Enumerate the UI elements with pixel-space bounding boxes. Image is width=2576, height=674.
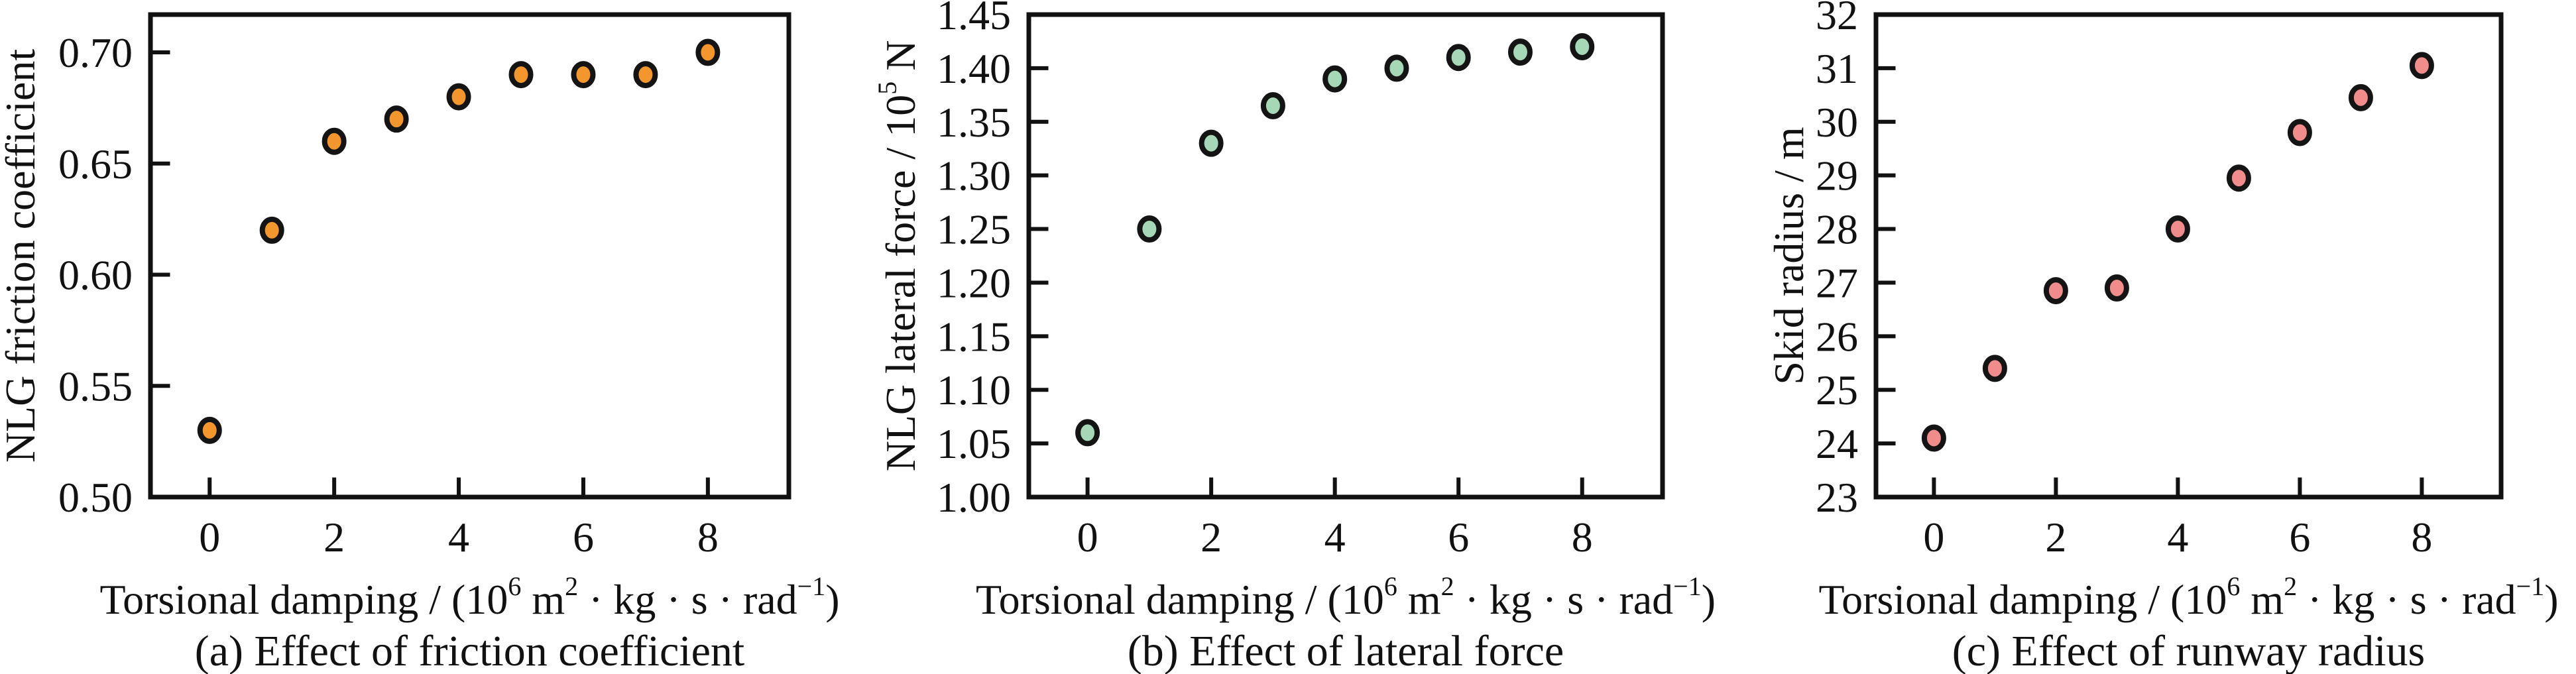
y-axis-label: Skid radius / m <box>1765 127 1812 384</box>
y-tick-label: 0.65 <box>58 140 133 188</box>
chart-friction-coefficient: 0.50 0.55 0.60 0.65 0.70 0 2 4 6 8 NLG friction co… <box>0 12 840 674</box>
data-point <box>446 83 471 111</box>
data-point <box>2043 277 2068 305</box>
x-tick-label: 6 <box>2289 514 2310 561</box>
plot-box <box>1026 12 1665 500</box>
y-axis-label: NLG lateral force / 105 N <box>872 40 924 472</box>
x-tick-label: 4 <box>448 514 469 561</box>
y-tick-label: 26 <box>1816 313 1858 360</box>
plot-box <box>148 12 791 500</box>
panel-caption: (c) Effect of runway radius <box>1952 627 2425 674</box>
data-point <box>1982 355 2007 382</box>
y-tick-label: 0.55 <box>58 363 133 410</box>
x-tick-label: 0 <box>1077 514 1098 561</box>
x-tick-label: 2 <box>1200 514 1222 561</box>
y-tick-label: 32 <box>1816 0 1858 38</box>
y-tick-label: 0.60 <box>58 252 133 299</box>
y-tick-label: 1.10 <box>937 366 1011 414</box>
data-point <box>2226 164 2251 192</box>
y-tick-label: 1.20 <box>937 259 1011 306</box>
data-point <box>2287 119 2312 146</box>
panel-caption: (a) Effect of friction coefficient <box>195 627 744 674</box>
y-tick-label: 25 <box>1816 366 1858 414</box>
x-tick-label: 4 <box>1324 514 1346 561</box>
y-tick-label: 0.50 <box>58 474 133 521</box>
data-point <box>1322 65 1348 93</box>
data-point <box>2165 215 2190 243</box>
panel-lateral-force: 1.00 1.05 1.10 1.15 1.20 1.25 1.30 1.35 1.40 1.45… <box>862 0 1724 674</box>
x-tick-label: 2 <box>323 514 345 561</box>
y-tick-label: 29 <box>1816 152 1858 199</box>
data-point <box>1570 33 1595 61</box>
x-axis-label: Torsional damping / (106 m2 · kg · s · r… <box>99 571 839 623</box>
data-point <box>508 61 534 89</box>
x-tick-label: 0 <box>1923 514 1944 561</box>
data-point <box>695 38 721 66</box>
data-point <box>2409 52 2434 80</box>
y-tick-label: 30 <box>1816 99 1858 146</box>
data-point <box>633 61 658 89</box>
data-point <box>571 61 596 89</box>
y-tick-label: 23 <box>1816 474 1858 521</box>
x-tick-label: 6 <box>573 514 594 561</box>
y-axis-label: NLG friction coefficient <box>0 49 44 463</box>
y-tick-label: 1.40 <box>937 45 1011 92</box>
data-point <box>1199 129 1224 157</box>
data-point <box>2348 84 2373 111</box>
y-tick-label: 27 <box>1816 259 1858 306</box>
data-point <box>322 127 347 155</box>
y-tick-label: 24 <box>1816 420 1858 467</box>
x-tick-label: 6 <box>1448 514 1469 561</box>
y-tick-label: 1.05 <box>937 420 1011 467</box>
chart-lateral-force: 1.00 1.05 1.10 1.15 1.20 1.25 1.30 1.35 1.40 1.45… <box>872 0 1716 674</box>
data-point <box>1507 38 1533 66</box>
data-point <box>384 105 409 133</box>
x-axis-label: Torsional damping / (106 m2 · kg · s · r… <box>976 571 1716 623</box>
data-point <box>197 416 222 444</box>
x-tick-label: 8 <box>697 514 719 561</box>
panel-runway-radius: 23 24 25 26 27 28 29 30 31 32 0 2 4 6 8 Skid radius / m… <box>1724 0 2576 674</box>
data-point <box>1921 424 1946 452</box>
y-tick-label: 0.70 <box>58 29 133 76</box>
panel-friction-coefficient: 0.50 0.55 0.60 0.65 0.70 0 2 4 6 8 NLG friction co… <box>0 0 862 674</box>
y-tick-label: 1.30 <box>937 152 1011 199</box>
data-point <box>1075 419 1100 447</box>
x-tick-label: 4 <box>2167 514 2188 561</box>
x-tick-label: 8 <box>1572 514 1593 561</box>
x-tick-label: 2 <box>2045 514 2066 561</box>
plot-box <box>1873 12 2504 500</box>
y-tick-label: 1.35 <box>937 99 1011 146</box>
data-point <box>1446 44 1471 72</box>
y-tick-label: 1.15 <box>937 313 1011 360</box>
y-tick-label: 31 <box>1816 45 1858 92</box>
y-tick-label: 1.45 <box>937 0 1011 38</box>
y-tick-label: 28 <box>1816 206 1858 253</box>
x-tick-label: 8 <box>2411 514 2432 561</box>
data-point <box>1260 92 1285 120</box>
data-point <box>1137 215 1162 243</box>
data-point <box>259 216 284 244</box>
x-axis-label: Torsional damping / (106 m2 · kg · s · r… <box>1818 571 2558 623</box>
y-tick-label: 1.25 <box>937 206 1011 253</box>
data-point <box>2104 274 2129 302</box>
x-tick-label: 0 <box>199 514 220 561</box>
data-point <box>1384 54 1409 82</box>
y-tick-label: 1.00 <box>937 474 1011 521</box>
panel-caption: (b) Effect of lateral force <box>1128 627 1564 674</box>
